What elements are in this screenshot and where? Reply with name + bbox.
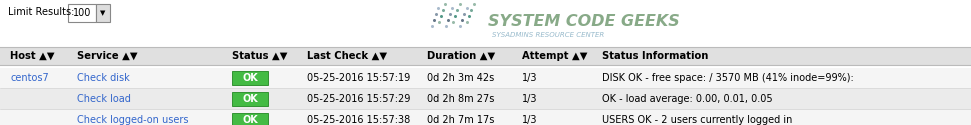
- Text: OK: OK: [242, 94, 258, 104]
- FancyBboxPatch shape: [0, 110, 971, 125]
- Text: Host ▲▼: Host ▲▼: [10, 51, 54, 61]
- FancyBboxPatch shape: [68, 4, 96, 22]
- FancyBboxPatch shape: [232, 92, 268, 106]
- Text: Service ▲▼: Service ▲▼: [77, 51, 138, 61]
- Text: SYSADMINS RESOURCE CENTER: SYSADMINS RESOURCE CENTER: [492, 32, 604, 38]
- Text: OK: OK: [242, 73, 258, 83]
- Text: DISK OK - free space: / 3570 MB (41% inode=99%):: DISK OK - free space: / 3570 MB (41% ino…: [602, 73, 854, 83]
- FancyBboxPatch shape: [232, 71, 268, 85]
- Text: 1/3: 1/3: [522, 73, 538, 83]
- Text: Check disk: Check disk: [77, 73, 130, 83]
- Text: 1/3: 1/3: [522, 94, 538, 104]
- Text: Check logged-on users: Check logged-on users: [77, 115, 188, 125]
- Text: Duration ▲▼: Duration ▲▼: [427, 51, 495, 61]
- FancyBboxPatch shape: [96, 4, 110, 22]
- Text: Attempt ▲▼: Attempt ▲▼: [522, 51, 587, 61]
- Text: 05-25-2016 15:57:19: 05-25-2016 15:57:19: [307, 73, 411, 83]
- Text: USERS OK - 2 users currently logged in: USERS OK - 2 users currently logged in: [602, 115, 792, 125]
- Text: Check load: Check load: [77, 94, 131, 104]
- Text: Status Information: Status Information: [602, 51, 709, 61]
- Text: 0d 2h 8m 27s: 0d 2h 8m 27s: [427, 94, 494, 104]
- Text: 1/3: 1/3: [522, 115, 538, 125]
- FancyBboxPatch shape: [0, 89, 971, 109]
- Text: Last Check ▲▼: Last Check ▲▼: [307, 51, 387, 61]
- Text: centos7: centos7: [10, 73, 49, 83]
- Text: 100: 100: [73, 8, 91, 18]
- Text: 0d 2h 3m 42s: 0d 2h 3m 42s: [427, 73, 494, 83]
- Text: ▼: ▼: [100, 10, 106, 16]
- Text: 05-25-2016 15:57:29: 05-25-2016 15:57:29: [307, 94, 411, 104]
- Text: SYSTEM CODE GEEKS: SYSTEM CODE GEEKS: [488, 14, 680, 30]
- Text: OK - load average: 0.00, 0.01, 0.05: OK - load average: 0.00, 0.01, 0.05: [602, 94, 773, 104]
- Text: Limit Results:: Limit Results:: [8, 7, 75, 17]
- Text: 05-25-2016 15:57:38: 05-25-2016 15:57:38: [307, 115, 411, 125]
- FancyBboxPatch shape: [0, 47, 971, 65]
- Text: Status ▲▼: Status ▲▼: [232, 51, 287, 61]
- Text: 0d 2h 7m 17s: 0d 2h 7m 17s: [427, 115, 494, 125]
- FancyBboxPatch shape: [0, 68, 971, 88]
- Text: OK: OK: [242, 115, 258, 125]
- FancyBboxPatch shape: [232, 113, 268, 125]
